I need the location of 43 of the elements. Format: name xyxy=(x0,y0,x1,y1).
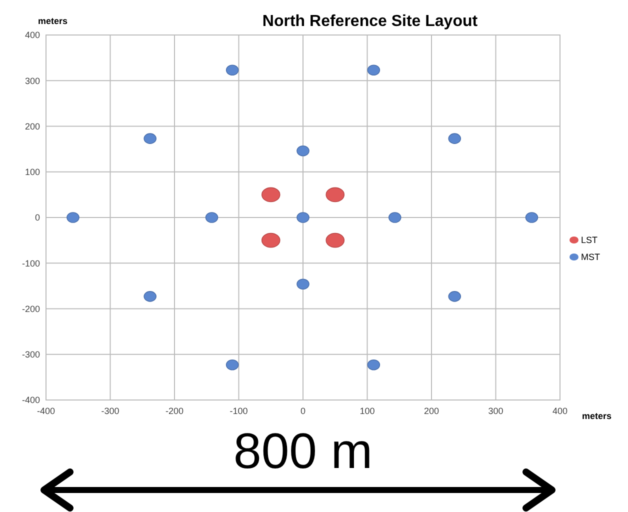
point xyxy=(261,187,280,202)
x-tick-label: 400 xyxy=(552,406,568,416)
legend-label: MST xyxy=(581,252,600,262)
point xyxy=(367,359,380,370)
point xyxy=(66,212,80,223)
x-tick-label: -200 xyxy=(165,406,184,416)
point xyxy=(326,232,345,248)
point xyxy=(448,291,462,302)
point xyxy=(326,187,345,202)
y-tick-label: 300 xyxy=(24,76,40,86)
y-tick-label: 100 xyxy=(24,167,40,178)
y-tick-label: -400 xyxy=(22,395,40,406)
point xyxy=(448,133,462,144)
point xyxy=(525,212,538,223)
y-axis-title: meters xyxy=(38,16,68,26)
x-tick-label: -400 xyxy=(36,406,56,416)
point xyxy=(296,278,310,290)
point xyxy=(226,64,239,76)
point xyxy=(144,133,156,144)
x-tick-label: 100 xyxy=(360,406,375,416)
point xyxy=(226,359,239,370)
legend-label: LST xyxy=(581,235,598,246)
point xyxy=(144,291,156,302)
y-tick-label: -300 xyxy=(22,350,40,360)
chart-title: North Reference Site Layout xyxy=(262,13,478,30)
x-tick-label: 300 xyxy=(488,406,504,416)
y-tick-label: 400 xyxy=(24,30,40,40)
y-tick-label: -100 xyxy=(22,258,40,268)
point xyxy=(388,212,402,223)
point xyxy=(296,212,310,223)
y-tick-label: 200 xyxy=(24,121,40,132)
y-tick-label: 0 xyxy=(34,212,40,223)
x-axis-title: meters xyxy=(582,411,612,421)
y-tick-label: -200 xyxy=(22,304,40,314)
x-tick-label: -100 xyxy=(230,406,248,416)
x-tick-label: 200 xyxy=(424,406,440,416)
point xyxy=(296,145,310,156)
x-tick-label: -300 xyxy=(101,406,120,416)
point xyxy=(261,232,280,248)
point xyxy=(367,64,380,76)
point xyxy=(205,212,218,223)
x-tick-label: 0 xyxy=(300,406,306,416)
text: 800 m xyxy=(234,423,372,479)
